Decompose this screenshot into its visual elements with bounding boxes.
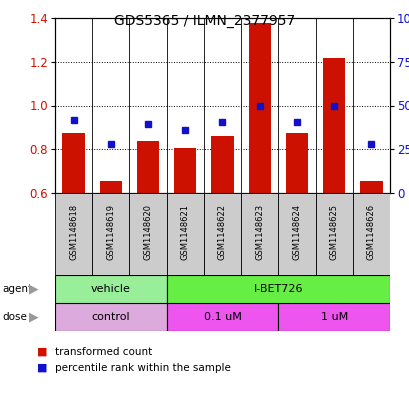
Bar [166, 193, 203, 275]
Bar [166, 303, 278, 331]
Bar [278, 303, 389, 331]
Text: GSM1148622: GSM1148622 [218, 204, 227, 260]
Text: ▶: ▶ [29, 283, 38, 296]
Bar [278, 193, 315, 275]
Text: transformed count: transformed count [55, 347, 152, 357]
Bar [129, 193, 166, 275]
Bar [285, 133, 307, 193]
Bar [55, 275, 166, 303]
Text: GDS5365 / ILMN_2377957: GDS5365 / ILMN_2377957 [114, 14, 295, 28]
Text: GSM1148619: GSM1148619 [106, 204, 115, 260]
Bar [322, 59, 344, 193]
Bar [174, 148, 196, 193]
Bar [55, 303, 166, 331]
Bar [248, 24, 270, 193]
Bar [240, 193, 278, 275]
Text: vehicle: vehicle [91, 284, 130, 294]
Bar [55, 193, 92, 275]
Bar [62, 133, 85, 193]
Text: ▶: ▶ [29, 310, 38, 323]
Bar [211, 136, 233, 193]
Bar [352, 193, 389, 275]
Bar [99, 181, 122, 193]
Bar [137, 141, 159, 193]
Text: GSM1148618: GSM1148618 [69, 204, 78, 261]
Text: I-BET726: I-BET726 [253, 284, 302, 294]
Bar [92, 193, 129, 275]
Text: agent: agent [2, 284, 32, 294]
Text: GSM1148623: GSM1148623 [254, 204, 263, 261]
Text: control: control [91, 312, 130, 322]
Bar [166, 275, 389, 303]
Text: dose: dose [2, 312, 27, 322]
Text: GSM1148621: GSM1148621 [180, 204, 189, 260]
Text: GSM1148624: GSM1148624 [292, 204, 301, 260]
Text: GSM1148620: GSM1148620 [143, 204, 152, 260]
Text: percentile rank within the sample: percentile rank within the sample [55, 363, 231, 373]
Text: ■: ■ [37, 363, 47, 373]
Text: GSM1148625: GSM1148625 [329, 204, 338, 260]
Bar [203, 193, 240, 275]
Bar [360, 181, 382, 193]
Text: 0.1 uM: 0.1 uM [203, 312, 241, 322]
Text: ■: ■ [37, 347, 47, 357]
Text: 1 uM: 1 uM [320, 312, 347, 322]
Bar [315, 193, 352, 275]
Text: GSM1148626: GSM1148626 [366, 204, 375, 261]
